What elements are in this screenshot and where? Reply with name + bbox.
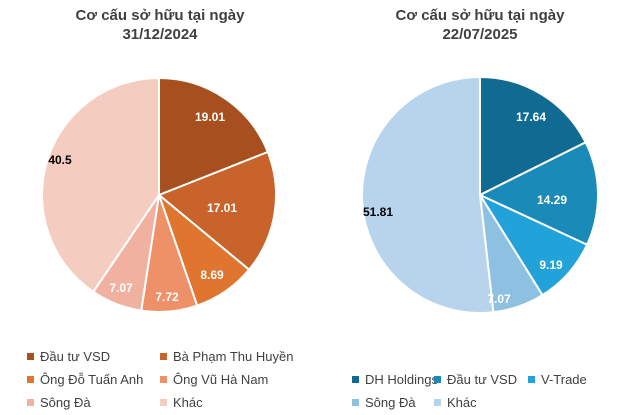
legend-item-0-1: Bà Phạm Thu Huyền: [160, 349, 293, 365]
legend-swatch-0-4: [27, 399, 34, 406]
left-pie-panel: Cơ cấu sở hữu tại ngày 31/12/2024 19.01 1…: [0, 6, 320, 411]
legend-item-0-2: Ông Đỗ Tuấn Anh: [27, 372, 143, 388]
legend-item-1-4: Khác: [434, 395, 477, 411]
legend-swatch-0-2: [27, 376, 34, 383]
legend-label-1-4: Khác: [447, 395, 477, 410]
legend-swatch-1-3: [352, 399, 359, 406]
legend-item-1-3: Sông Đà: [352, 395, 416, 411]
legend-swatch-0-0: [27, 353, 34, 360]
legend-label-0-5: Khác: [173, 395, 203, 410]
data-label-1-0: 17.64: [516, 110, 546, 124]
data-label-1-2: 9.19: [539, 258, 563, 272]
legend-label-1-3: Sông Đà: [365, 395, 416, 410]
legend-swatch-0-1: [160, 353, 167, 360]
legend-label-0-1: Bà Phạm Thu Huyền: [173, 349, 294, 364]
legend-item-1-1: Đầu tư VSD: [434, 372, 517, 388]
left-chart-title: Cơ cấu sở hữu tại ngày 31/12/2024: [0, 6, 320, 44]
data-label-0-4: 7.07: [109, 281, 133, 295]
right-title-line-1: Cơ cấu sở hữu tại ngày: [395, 7, 565, 24]
data-label-1-1: 14.29: [537, 193, 567, 207]
legend-label-0-0: Đầu tư VSD: [40, 349, 111, 364]
pie-slice-0-1: [157, 150, 277, 272]
data-label-1-4: 51.81: [363, 205, 393, 219]
left-title-line-1: Cơ cấu sở hữu tại ngày: [75, 7, 245, 24]
legend-label-1-1: Đầu tư VSD: [447, 372, 518, 387]
legend-item-1-0: DH Holdings: [352, 372, 438, 388]
legend-swatch-1-0: [352, 376, 359, 383]
legend-swatch-1-4: [434, 399, 441, 406]
legend-swatch-0-5: [160, 399, 167, 406]
data-label-0-5: 40.5: [48, 153, 72, 167]
legend-item-0-3: Ông Vũ Hà Nam: [160, 372, 268, 388]
left-title-line-2: 31/12/2024: [122, 26, 198, 43]
legend-swatch-1-2: [528, 376, 535, 383]
right-pie-panel: Cơ cấu sở hữu tại ngày 22/07/2025 17.64 1…: [320, 0, 639, 415]
legend-item-0-4: Sông Đà: [27, 395, 91, 411]
pie-slice-1-0: [479, 75, 587, 197]
legend-label-0-3: Ông Vũ Hà Nam: [173, 372, 269, 387]
right-chart-title: Cơ cấu sở hữu tại ngày 22/07/2025: [320, 6, 639, 44]
legend-item-1-2: V-Trade: [528, 372, 587, 388]
pie-slice-1-1: [477, 141, 599, 247]
legend-label-0-4: Sông Đà: [40, 395, 91, 410]
pie-slice-1-4: [361, 75, 495, 314]
data-label-0-3: 7.72: [155, 290, 179, 304]
legend-label-0-2: Ông Đỗ Tuấn Anh: [40, 372, 144, 387]
right-title-line-2: 22/07/2025: [442, 26, 518, 43]
right-pie-chart: 17.64 14.29 9.19 7.07 51.81: [361, 75, 599, 314]
data-label-0-1: 17.01: [207, 201, 237, 215]
data-label-0-2: 8.69: [200, 268, 224, 282]
legend-label-1-2: V-Trade: [541, 372, 587, 387]
legend-swatch-1-1: [434, 376, 441, 383]
legend-label-1-0: DH Holdings: [365, 372, 438, 387]
pie-slice-0-0: [158, 76, 270, 197]
data-label-0-0: 19.01: [195, 110, 225, 124]
data-label-1-3: 7.07: [487, 292, 511, 306]
left-pie-chart: 19.01 17.01 8.69 7.72 7.07 40.5: [41, 76, 277, 313]
legend-item-0-0: Đầu tư VSD: [27, 349, 110, 365]
legend-item-0-5: Khác: [160, 395, 203, 411]
pie-slice-0-5: [41, 76, 160, 294]
legend-swatch-0-3: [160, 376, 167, 383]
